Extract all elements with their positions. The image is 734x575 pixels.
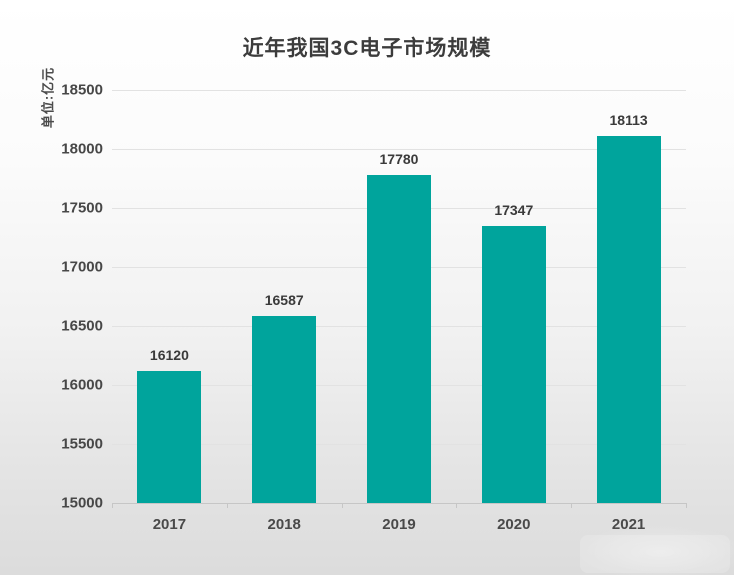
bar-value-label: 17347: [494, 202, 534, 219]
bar-slot: 16587 2018: [227, 90, 342, 533]
y-tick-label: 15000: [61, 494, 103, 512]
bar-slot: 16120 2017: [112, 90, 227, 533]
gridline: [112, 90, 686, 91]
x-axis-tick-mark: [456, 503, 458, 508]
bar-slot: 17347 2020: [456, 90, 571, 533]
bar-slot: 18113 2021: [571, 90, 686, 533]
y-tick-label: 17000: [61, 258, 103, 276]
x-tick-label: 2019: [382, 516, 416, 533]
y-tick-label: 17500: [61, 199, 103, 217]
x-tick-label: 2017: [152, 516, 187, 533]
bar-2020: [481, 226, 546, 503]
bar-series: 16120 2017 16587 2018 17780 2019 17347 2020 1811…: [112, 90, 686, 533]
x-axis-tick-mark: [112, 503, 113, 508]
gridline: [112, 149, 686, 150]
bar-value-label: 17780: [379, 150, 419, 167]
y-tick-label: 16000: [61, 376, 103, 394]
removed-watermark-area: [580, 535, 730, 573]
bar-2021: [596, 135, 661, 503]
bar-2018: [252, 315, 317, 503]
y-tick-label: 15500: [61, 435, 103, 453]
x-axis-tick-mark: [226, 503, 228, 508]
x-axis-tick-mark: [571, 503, 573, 508]
y-tick-label: 18000: [61, 140, 103, 158]
bar-slot: 17780 2019: [342, 90, 457, 533]
bar-value-label: 16587: [264, 291, 304, 308]
x-axis-tick-mark: [686, 503, 687, 508]
bar-2019: [366, 174, 431, 503]
bar-2017: [137, 370, 202, 503]
x-axis-line: [112, 503, 686, 504]
plot-area: 15000 15500 16000 16500 17000 17500 18000 18500…: [61, 82, 687, 533]
x-tick-label: 2020: [497, 516, 531, 533]
x-tick-label: 2021: [611, 516, 646, 533]
y-tick-label: 18500: [61, 81, 103, 99]
x-tick-label: 2018: [267, 516, 301, 533]
bar-value-label: 16120: [149, 346, 189, 363]
y-tick-label: 16500: [61, 317, 103, 335]
bar-value-label: 18113: [609, 111, 648, 128]
chart-title: 近年我国3C电子市场规模: [242, 37, 492, 60]
x-axis-tick-mark: [341, 503, 343, 508]
